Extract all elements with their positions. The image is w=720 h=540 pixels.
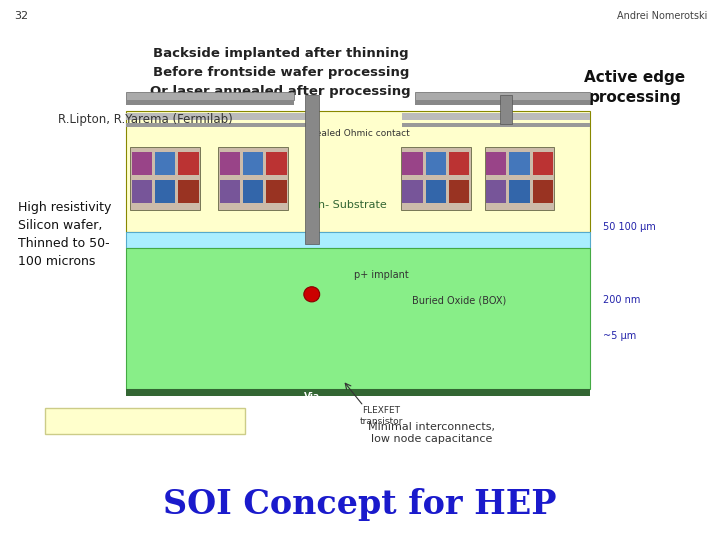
Bar <box>509 180 530 203</box>
Text: Active edge
processing: Active edge processing <box>585 70 685 105</box>
Text: 200 nm: 200 nm <box>603 295 641 305</box>
Bar <box>449 180 469 203</box>
Text: 32: 32 <box>14 11 29 21</box>
Text: Minimal interconnects,
low node capacitance: Minimal interconnects, low node capacita… <box>369 422 495 444</box>
Bar <box>401 147 471 210</box>
Ellipse shape <box>304 287 320 302</box>
Bar <box>415 92 590 100</box>
Text: FLEXFET
transistor: FLEXFET transistor <box>360 406 403 426</box>
Bar <box>243 152 264 176</box>
Bar <box>402 152 423 176</box>
Text: p+ implant: p+ implant <box>354 271 409 280</box>
Bar <box>243 180 264 203</box>
Text: n- Substrate: n- Substrate <box>318 200 387 210</box>
Bar <box>486 152 506 176</box>
Bar <box>126 232 590 248</box>
Text: High resistivity
Silicon wafer,
Thinned to 50-
100 microns: High resistivity Silicon wafer, Thinned … <box>18 201 112 268</box>
Bar <box>179 180 199 203</box>
Bar <box>155 180 176 203</box>
Bar <box>218 147 288 210</box>
Bar <box>426 152 446 176</box>
Bar <box>220 152 240 176</box>
Bar <box>305 94 319 244</box>
Bar <box>533 180 553 203</box>
Text: 50 100 μm: 50 100 μm <box>603 222 656 232</box>
Bar <box>130 147 200 210</box>
Bar <box>126 123 312 127</box>
Text: SOI Concept for HEP: SOI Concept for HEP <box>163 488 557 522</box>
Bar <box>509 152 530 176</box>
Text: Buried Oxide (BOX): Buried Oxide (BOX) <box>413 295 506 305</box>
Text: ~5 μm: ~5 μm <box>603 331 636 341</box>
Bar <box>126 100 294 105</box>
Text: Backside implanted after thinning
Before frontside wafer processing
Or laser ann: Backside implanted after thinning Before… <box>150 48 411 98</box>
Bar <box>486 180 506 203</box>
Bar <box>126 248 590 389</box>
Text: not to scale: not to scale <box>119 417 188 430</box>
Bar <box>126 92 294 100</box>
Bar <box>126 113 312 120</box>
Bar <box>402 180 423 203</box>
Bar <box>402 113 590 120</box>
Bar <box>45 408 245 434</box>
Bar <box>155 152 176 176</box>
Bar <box>500 94 512 124</box>
Text: Andrei Nomerotski: Andrei Nomerotski <box>616 11 707 21</box>
Bar <box>415 100 590 105</box>
Bar <box>220 180 240 203</box>
Text: R.Lipton, R.Yarema (Fermilab): R.Lipton, R.Yarema (Fermilab) <box>58 113 233 126</box>
Bar <box>402 123 590 127</box>
Bar <box>132 152 152 176</box>
Bar <box>266 180 287 203</box>
Text: nealed Ohmic contact: nealed Ohmic contact <box>310 129 410 138</box>
Bar <box>126 389 590 396</box>
Bar <box>426 180 446 203</box>
Bar <box>132 180 152 203</box>
Bar <box>449 152 469 176</box>
Bar <box>266 152 287 176</box>
Bar <box>179 152 199 176</box>
Bar <box>485 147 554 210</box>
Bar <box>533 152 553 176</box>
Text: Via: Via <box>304 393 320 401</box>
Bar <box>126 111 590 232</box>
